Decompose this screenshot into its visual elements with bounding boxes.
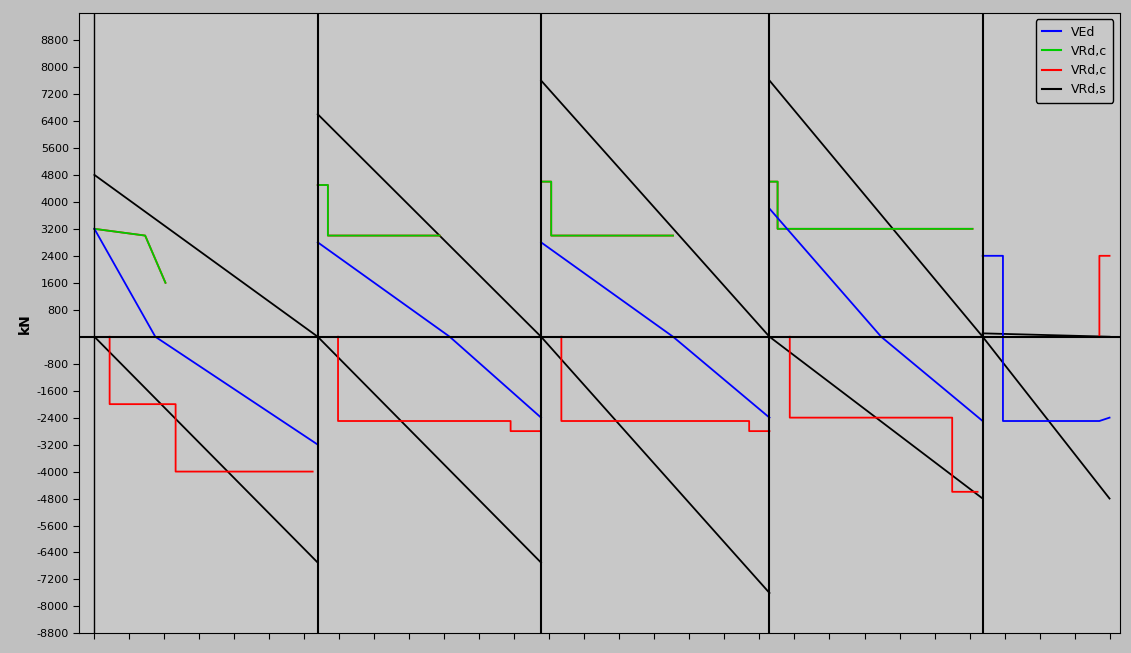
Y-axis label: kN: kN xyxy=(18,313,33,334)
Legend: VEd, VRd,c, VRd,c, VRd,s: VEd, VRd,c, VRd,c, VRd,s xyxy=(1036,20,1113,103)
